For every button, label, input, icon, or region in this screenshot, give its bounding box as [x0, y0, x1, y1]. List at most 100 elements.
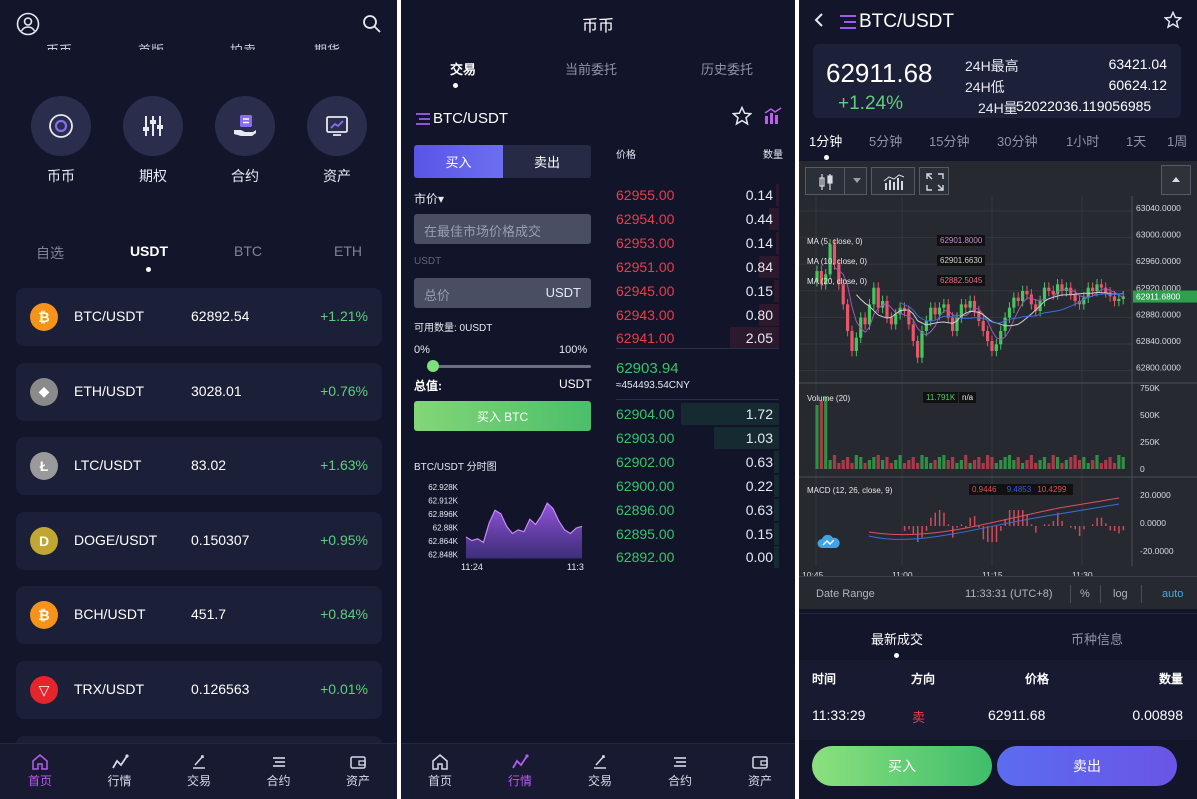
period-tab[interactable]: 30分钟 [997, 134, 1038, 149]
ask-row[interactable]: 62943.00 0.80 [616, 307, 773, 325]
quick-contract-button[interactable] [215, 96, 275, 156]
tab-market[interactable]: 行情 [490, 752, 550, 789]
macd-bar [1000, 526, 1002, 531]
total-placeholder: 总价 [424, 288, 451, 303]
sell-button[interactable]: 卖出 [997, 746, 1177, 786]
candle-body [1073, 294, 1077, 301]
tab-trade[interactable]: 交易 [169, 752, 229, 789]
period-tab[interactable]: 1分钟 [809, 134, 843, 149]
percent-toggle[interactable]: % [1080, 588, 1090, 600]
volume-bar [1086, 463, 1090, 469]
candle-body [981, 321, 985, 331]
ask-price: 62951.00 [616, 258, 675, 275]
order-type-select[interactable]: 市价▾ [414, 192, 445, 206]
log-toggle[interactable]: log [1113, 588, 1128, 600]
bid-qty: 0.15 [745, 525, 773, 542]
volume-bar [902, 463, 907, 469]
macd-bar [1092, 524, 1094, 526]
market-row[interactable]: ▽ TRX/USDT 0.126563 +0.01% [16, 661, 382, 719]
period-tab[interactable]: 1周 [1167, 134, 1188, 149]
ask-row[interactable]: 62955.00 0.14 [616, 187, 773, 205]
quick-assets-button[interactable] [307, 96, 367, 156]
period-tab[interactable]: 5分钟 [869, 134, 903, 149]
star-icon[interactable] [732, 106, 752, 126]
active-tab-indicator [894, 653, 899, 658]
period-tab[interactable]: 15分钟 [929, 134, 970, 149]
amount-slider-handle[interactable] [427, 360, 439, 372]
current-price-tag [1133, 290, 1197, 303]
amount-slider-track[interactable] [427, 365, 591, 368]
back-icon[interactable] [813, 12, 825, 28]
tab-wallet[interactable]: 资产 [730, 752, 790, 789]
period-tab[interactable]: 1小时 [1066, 134, 1100, 149]
auto-toggle[interactable]: auto [1162, 588, 1184, 600]
bid-row[interactable]: 62896.00 0.63 [616, 502, 773, 520]
tab-favorites[interactable]: 自选 [36, 245, 64, 261]
quick-spot-button[interactable] [31, 96, 91, 156]
tab-eth[interactable]: ETH [334, 243, 362, 259]
tab-btc[interactable]: BTC [234, 243, 262, 259]
buy-tab[interactable]: 买入 [414, 145, 503, 178]
chart-type-button[interactable] [805, 167, 867, 195]
tab-home[interactable]: 首页 [10, 752, 70, 789]
tab-home[interactable]: 首页 [410, 752, 470, 789]
ask-row[interactable]: 62941.00 2.05 [616, 330, 773, 348]
candle-body [964, 304, 968, 308]
date-range-button[interactable]: Date Range [816, 588, 875, 600]
bid-row[interactable]: 62903.00 1.03 [616, 430, 773, 448]
market-row[interactable]: ₿ BCH/USDT 451.7 +0.84% [16, 586, 382, 645]
user-icon[interactable] [16, 12, 40, 36]
mini-chart-svg: 62.928K 62.912K 62.896K 62.88K 62.864K 62.848… [428, 483, 584, 572]
bid-row[interactable]: 62904.00 1.72 [616, 406, 773, 424]
market-change: +0.95% [320, 531, 368, 548]
market-row[interactable]: ₿ BTC/USDT 62892.54 +1.21% [16, 288, 382, 346]
fullscreen-button[interactable] [919, 167, 949, 195]
time-tick: 11:30 [1072, 570, 1093, 576]
ask-row[interactable]: 62954.00 0.44 [616, 211, 773, 229]
ask-depth-bar [769, 207, 779, 230]
bid-row[interactable]: 62892.00 0.00 [616, 549, 773, 567]
market-row[interactable]: Ł LTC/USDT 83.02 +1.63% [16, 437, 382, 496]
ask-row[interactable]: 62953.00 0.14 [616, 235, 773, 253]
search-icon[interactable] [362, 14, 382, 34]
bid-row[interactable]: 62895.00 0.15 [616, 526, 773, 544]
chevron-up-icon [1171, 176, 1181, 184]
quick-options-button[interactable] [123, 96, 183, 156]
scroll-up-button[interactable] [1161, 165, 1191, 195]
sell-tab[interactable]: 卖出 [503, 145, 591, 178]
market-row[interactable]: ◆ ETH/USDT 3028.01 +0.76% [16, 362, 382, 421]
market-row[interactable]: D DOGE/USDT 0.150307 +0.95% [16, 511, 382, 570]
bid-row[interactable]: 62900.00 0.22 [616, 478, 773, 496]
candle-body [955, 317, 959, 331]
pair-selector[interactable]: BTC/USDT [839, 11, 954, 33]
ask-row[interactable]: 62951.00 0.84 [616, 259, 773, 277]
price-input[interactable]: 在最佳市场价格成交 [414, 214, 591, 244]
tab-contract[interactable]: 合约 [249, 752, 309, 789]
tab-order-history[interactable]: 历史委托 [700, 62, 753, 77]
star-icon[interactable] [1164, 11, 1182, 29]
tab-usdt[interactable]: USDT [129, 243, 169, 259]
bid-qty: 0.22 [745, 477, 773, 494]
pair-selector[interactable]: BTC/USDT [415, 110, 508, 127]
macd-bar [1026, 514, 1028, 526]
trade-time: 11:33:29 [812, 707, 866, 723]
period-tab[interactable]: 1天 [1126, 134, 1147, 149]
tab-trade[interactable]: 交易 [570, 752, 630, 789]
market-price: 0.150307 [191, 531, 250, 548]
indicators-button[interactable] [871, 167, 915, 195]
tab-coin-info[interactable]: 币种信息 [1070, 632, 1123, 647]
tab-market[interactable]: 行情 [90, 752, 150, 789]
tab-open-orders[interactable]: 当前委托 [564, 62, 617, 77]
tab-contract[interactable]: 合约 [650, 752, 710, 789]
candle-body [937, 307, 942, 315]
kline-icon[interactable] [763, 106, 783, 126]
bid-row[interactable]: 62902.00 0.63 [616, 454, 773, 472]
tab-wallet[interactable]: 资产 [328, 752, 388, 789]
total-input[interactable]: 总价 USDT [414, 278, 591, 308]
buy-button[interactable]: 买入 [812, 746, 992, 786]
tab-trade[interactable]: 交易 [449, 62, 476, 77]
ask-row[interactable]: 62945.00 0.15 [616, 283, 773, 301]
buy-btc-button[interactable]: 买入 BTC [414, 401, 591, 431]
tab-latest-trades[interactable]: 最新成交 [870, 632, 923, 647]
price-tick: 62920.0000 [1136, 283, 1181, 293]
